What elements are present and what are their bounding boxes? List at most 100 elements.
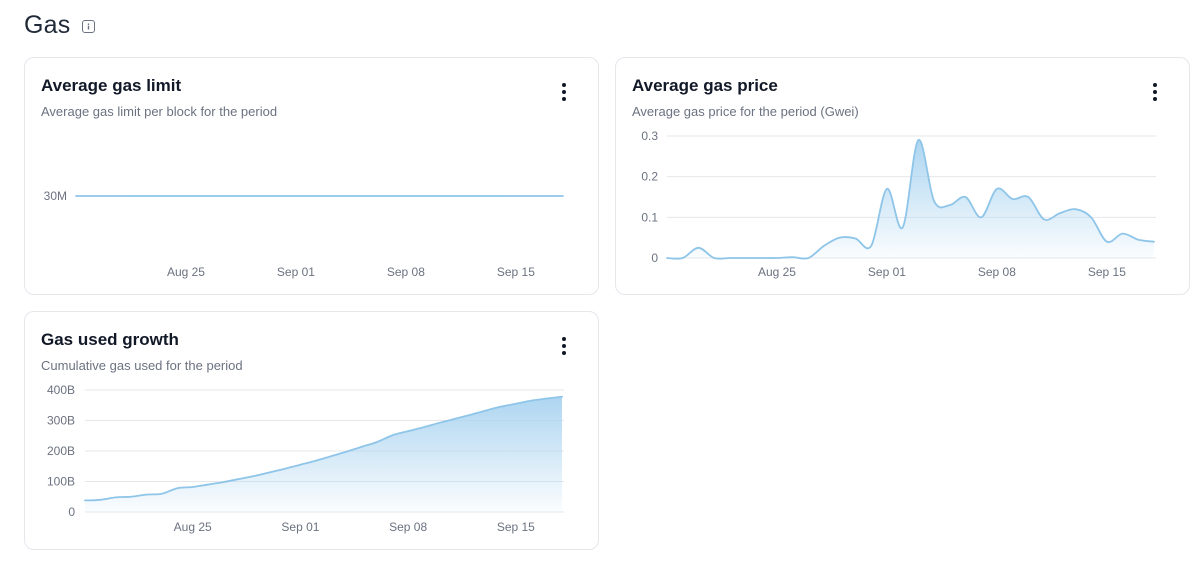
data-point xyxy=(325,194,329,198)
x-tick-label: Sep 01 xyxy=(868,265,906,279)
x-tick-label: Sep 15 xyxy=(497,265,535,279)
series-line xyxy=(666,139,1155,260)
gas-limit-card: Average gas limit Average gas limit per … xyxy=(24,57,599,295)
data-point xyxy=(310,194,314,198)
series-area xyxy=(85,396,562,512)
x-tick-label: Sep 01 xyxy=(277,265,315,279)
data-point xyxy=(231,194,235,198)
x-tick-label: Sep 08 xyxy=(978,265,1016,279)
data-point xyxy=(278,194,282,198)
y-tick-label: 400B xyxy=(47,383,75,397)
data-point xyxy=(114,495,118,499)
more-options-button[interactable] xyxy=(1143,78,1167,106)
data-point xyxy=(529,399,533,403)
data-point xyxy=(483,409,487,413)
x-tick-label: Sep 15 xyxy=(1088,265,1126,279)
series-area xyxy=(667,139,1154,259)
data-point xyxy=(406,429,410,433)
data-point xyxy=(806,256,810,260)
more-vertical-icon xyxy=(562,83,566,101)
more-options-button[interactable] xyxy=(552,332,576,360)
data-point xyxy=(696,246,700,250)
data-point xyxy=(545,397,549,401)
data-point xyxy=(901,226,905,230)
data-point xyxy=(145,493,149,497)
info-icon[interactable] xyxy=(82,19,96,33)
data-point xyxy=(298,463,302,467)
data-point xyxy=(1089,215,1093,219)
data-point xyxy=(175,486,179,490)
series-line xyxy=(84,395,563,502)
data-point xyxy=(759,256,763,260)
y-tick-label: 300B xyxy=(47,414,75,428)
data-point xyxy=(744,256,748,260)
data-point xyxy=(360,445,364,449)
data-point xyxy=(168,194,172,198)
card-subtitle: Average gas limit per block for the peri… xyxy=(41,104,278,119)
page-title: Gas xyxy=(24,10,71,39)
x-tick-label: Aug 25 xyxy=(174,520,212,534)
data-point xyxy=(83,498,87,502)
data-point xyxy=(712,256,716,260)
card-subtitle: Cumulative gas used for the period xyxy=(41,358,243,373)
data-point xyxy=(137,194,141,198)
data-point xyxy=(437,421,441,425)
data-point xyxy=(420,194,424,198)
y-tick-label: 100B xyxy=(47,475,75,489)
y-tick-label: 0.1 xyxy=(641,210,658,224)
data-point xyxy=(1136,238,1140,242)
data-point xyxy=(979,215,983,219)
data-point xyxy=(498,194,502,198)
data-point xyxy=(357,194,361,198)
data-point xyxy=(452,417,456,421)
data-point xyxy=(184,194,188,198)
data-point xyxy=(514,194,518,198)
data-point xyxy=(294,194,298,198)
data-point xyxy=(153,194,157,198)
data-point xyxy=(1073,207,1077,211)
gas-price-card: Average gas price Average gas price for … xyxy=(615,57,1190,295)
data-point xyxy=(822,244,826,248)
data-point xyxy=(98,498,102,502)
y-tick-label: 0.2 xyxy=(641,170,658,184)
data-point xyxy=(121,194,125,198)
data-point xyxy=(388,194,392,198)
data-point xyxy=(200,194,204,198)
data-point xyxy=(995,187,999,191)
gas-price-chart: 0 0.1 0.2 0.3 Aug 25 Sep 01 Sep 08 Sep 15 xyxy=(641,129,1156,279)
data-point xyxy=(247,194,251,198)
data-point xyxy=(404,194,408,198)
x-tick-label: Sep 01 xyxy=(281,520,319,534)
info-glyph xyxy=(88,22,90,29)
data-point xyxy=(665,256,669,260)
data-point xyxy=(422,425,426,429)
data-point xyxy=(498,405,502,409)
data-point xyxy=(916,138,920,142)
data-point xyxy=(345,450,349,454)
gas-used-chart: 0 100B 200B 300B 400B Aug 25 Sep 01 Sep 08 Sep 1… xyxy=(47,383,564,534)
data-point xyxy=(263,194,267,198)
card-subtitle: Average gas price for the period (Gwei) xyxy=(632,104,859,119)
data-point xyxy=(1058,211,1062,215)
data-point xyxy=(283,467,287,471)
data-point xyxy=(74,194,78,198)
data-point xyxy=(372,194,376,198)
data-point xyxy=(451,194,455,198)
y-tick-label: 0 xyxy=(68,505,75,519)
data-point xyxy=(314,459,318,463)
data-point xyxy=(728,256,732,260)
data-point xyxy=(514,402,518,406)
data-point xyxy=(105,194,109,198)
more-vertical-icon xyxy=(562,337,566,355)
x-tick-label: Aug 25 xyxy=(167,265,205,279)
data-point xyxy=(90,194,94,198)
data-point xyxy=(1121,232,1125,236)
data-point xyxy=(206,483,210,487)
data-point xyxy=(329,454,333,458)
x-tick-label: Aug 25 xyxy=(758,265,796,279)
data-point xyxy=(468,413,472,417)
data-point xyxy=(268,470,272,474)
more-options-button[interactable] xyxy=(552,78,576,106)
data-point xyxy=(482,194,486,198)
card-title: Average gas limit xyxy=(41,76,182,95)
